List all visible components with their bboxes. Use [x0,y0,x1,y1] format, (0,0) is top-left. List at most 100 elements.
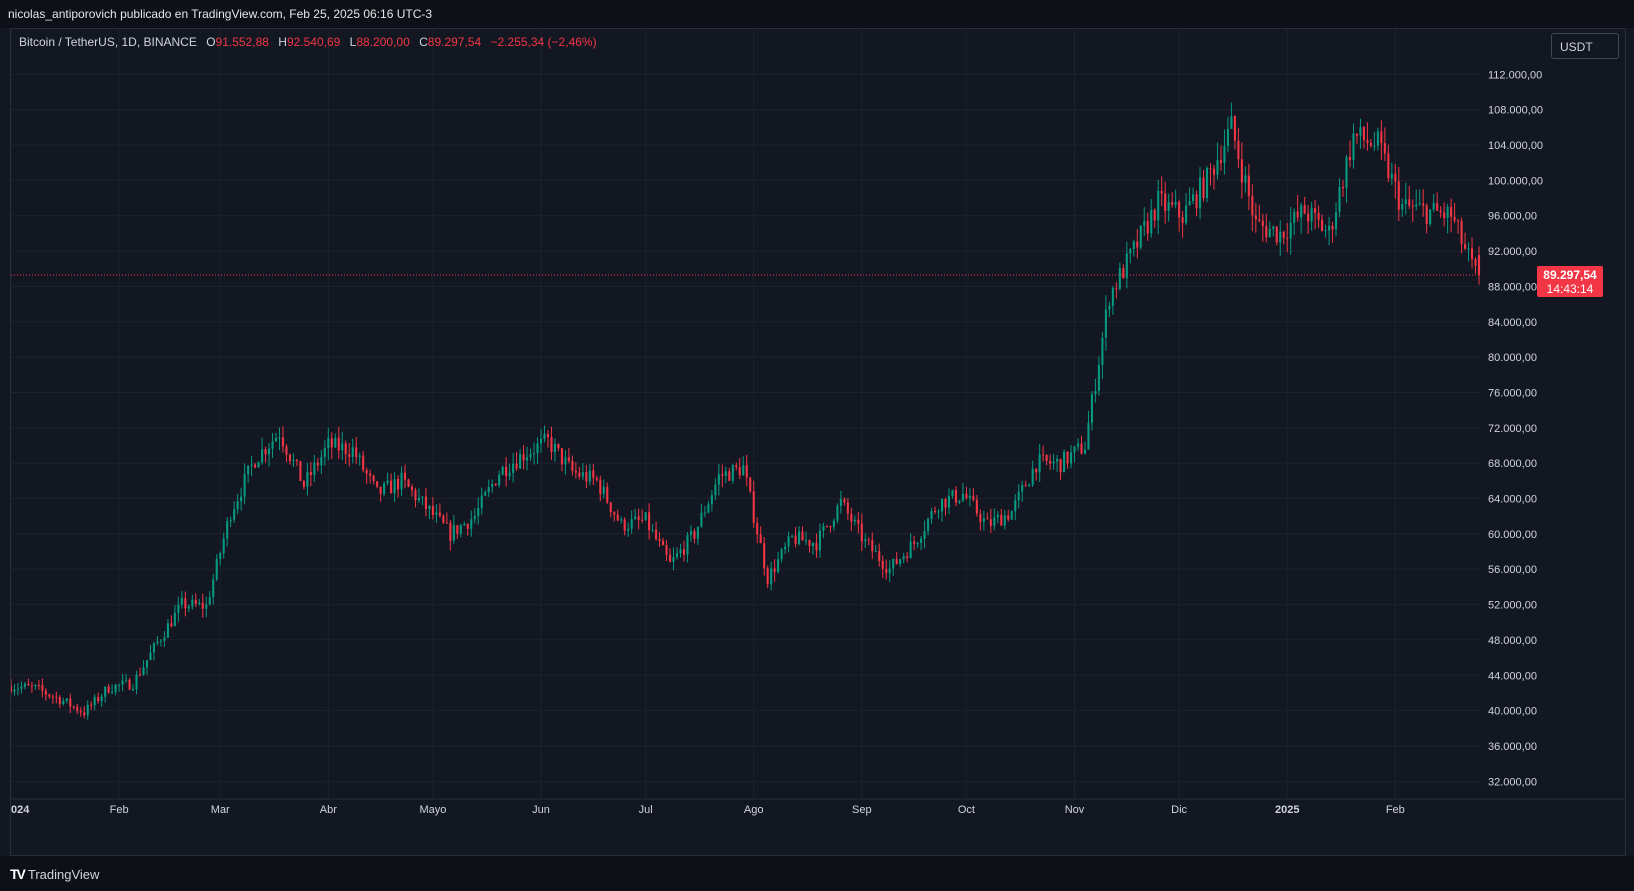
candle-body [1226,128,1229,147]
x-tick-label: Jun [532,804,550,816]
candle-body [229,519,232,522]
candle-body [972,495,975,500]
candle-body [920,538,923,543]
candle-body [1429,209,1432,224]
candle-body [1359,127,1362,136]
candle-body [927,519,930,531]
candle-body [261,449,264,463]
y-tick-label: 112.000,00 [1488,69,1542,81]
candle-body [250,464,253,466]
candle-body [1310,208,1313,222]
candle-body [240,496,243,502]
candle-body [316,462,319,466]
candle-body [1045,454,1048,461]
candle-body [637,516,640,520]
candle-body [1345,156,1348,189]
candle-body [578,472,581,477]
candle-body [1031,468,1034,485]
candle-body [804,540,808,542]
candle-body [529,454,532,458]
candle-body [1303,205,1306,214]
candle-body [1247,175,1250,196]
candle-body [111,691,114,693]
candle-body [376,481,379,487]
candle-body [501,466,504,475]
x-tick-label: Feb [1386,804,1405,816]
candle-body [1275,226,1278,243]
candlestick-chart[interactable]: 024 Feb Mar Abr Mayo Jun Jul Ago Sep Oct Nov Dic 202… [11,29,1625,855]
candle-body [766,568,769,585]
candle-body [1101,337,1104,365]
candle-body [348,454,351,457]
candle-body [20,686,23,689]
symbol-legend[interactable]: Bitcoin / TetherUS, 1D, BINANCE O91.552,… [19,35,597,49]
candle-body [993,517,996,526]
candle-body [1094,390,1097,395]
candle-body [1331,225,1334,230]
candle-body [114,684,117,692]
open-value: 91.552,88 [215,35,269,49]
candle-body [1209,167,1212,169]
chart-area[interactable]: 024 Feb Mar Abr Mayo Jun Jul Ago Sep Oct Nov Dic 202… [10,28,1626,856]
y-tick-label: 92.000,00 [1488,246,1537,258]
candle-body [1125,253,1128,279]
y-tick-label: 108.000,00 [1488,105,1543,117]
candle-body [327,438,330,449]
candle-body [1042,454,1045,456]
candle-body [958,500,961,503]
candle-body [662,540,665,546]
candle-body [13,689,16,692]
candle-body [738,467,741,476]
candle-body [1240,159,1243,183]
candle-body [292,459,295,462]
candle-body [424,496,427,509]
candle-body [463,524,466,526]
candle-body [1171,202,1174,205]
candle-body [1212,168,1216,175]
candle-body [1369,142,1372,146]
candle-body [1024,485,1027,487]
currency-selector[interactable]: USDT [1551,33,1619,59]
candle-body [553,443,557,452]
candle-body [1195,194,1198,209]
candle-body [1467,248,1470,250]
y-tick-label: 72.000,00 [1488,423,1537,435]
candle-body [703,512,706,514]
candle-body [473,516,476,520]
candle-body [968,495,971,499]
candle-body [198,602,201,604]
candle-body [470,519,473,529]
candle-body [717,474,720,485]
candle-body [867,539,870,541]
candle-body [191,599,194,607]
candle-body [822,525,825,531]
candle-body [682,549,686,555]
candle-body [177,604,180,613]
candle-body [714,484,717,496]
y-tick-label: 64.000,00 [1488,494,1537,506]
candle-body [1122,268,1125,279]
candle-body [208,597,211,605]
candle-body [445,522,448,524]
candle-body [519,454,522,469]
tradingview-brand[interactable]: TV TradingView [10,866,99,882]
candle-body [1254,215,1257,220]
candle-body [365,470,368,474]
candle-body [1425,205,1428,224]
candle-body [1261,220,1264,227]
candle-body [337,437,340,451]
candle-body [651,529,654,531]
y-tick-label: 104.000,00 [1488,140,1543,152]
candle-body [397,479,400,490]
candle-body [780,549,783,560]
symbol-name[interactable]: Bitcoin / TetherUS, 1D, BINANCE [19,35,197,49]
y-tick-label: 76.000,00 [1488,387,1537,399]
candle-body [1069,452,1073,464]
candle-body [1087,422,1090,450]
candle-body [787,536,790,547]
candle-body [1397,181,1400,210]
candle-body [281,437,285,447]
candle-body [1334,211,1338,230]
candle-body [1014,500,1017,512]
candle-body [916,542,919,544]
